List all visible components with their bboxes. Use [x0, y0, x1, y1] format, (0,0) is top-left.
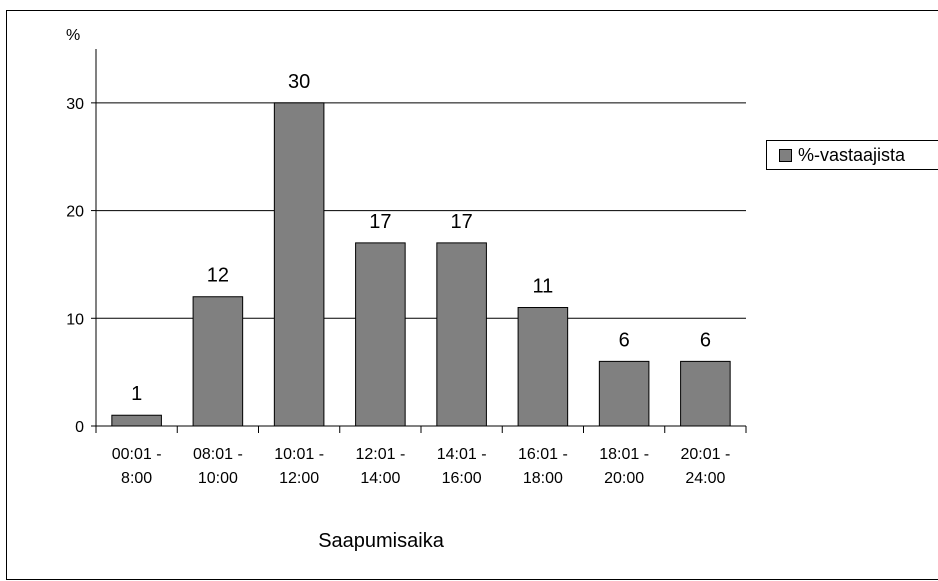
x-tick-label: 16:01 - — [518, 446, 568, 463]
bar — [517, 307, 569, 427]
bar — [680, 360, 731, 427]
bar — [192, 296, 244, 427]
bar — [111, 414, 162, 427]
bar — [598, 360, 650, 427]
x-tick-label: 18:01 - — [599, 446, 649, 463]
bar — [273, 102, 325, 427]
data-label: 11 — [532, 276, 553, 298]
axes — [91, 49, 747, 433]
x-tick-label: 14:00 — [360, 470, 400, 487]
data-labels: 1 12 30 17 17 11 6 6 — [131, 71, 711, 405]
y-tick-label: 10 — [66, 311, 84, 328]
data-label: 1 — [131, 383, 142, 405]
x-tick-label: 12:01 - — [355, 446, 405, 463]
x-tick-label: 20:01 - — [680, 446, 730, 463]
x-tick-labels: 00:01 - 8:00 08:01 - 10:00 10:01 - 12:00 12:01… — [112, 446, 731, 487]
data-label: 30 — [288, 71, 310, 93]
legend-label: %-vastaajista — [798, 144, 906, 165]
y-tick-label: 20 — [66, 204, 84, 221]
legend-swatch — [779, 148, 792, 162]
y-tick-label: 30 — [66, 96, 84, 113]
x-tick-label: 00:01 - — [112, 446, 162, 463]
x-tick-label: 20:00 — [604, 470, 644, 487]
chart-area — [6, 10, 938, 580]
x-tick-label: 8:00 — [121, 470, 152, 487]
data-label: 6 — [619, 329, 630, 351]
bar — [355, 242, 406, 427]
x-axis-title: Saapumisaika — [318, 530, 445, 552]
y-tick-labels: 0 10 20 30 — [66, 96, 84, 436]
bar — [436, 242, 487, 427]
y-tick-label: 0 — [75, 419, 84, 436]
data-label: 17 — [369, 211, 391, 233]
legend: %-vastaajista — [766, 140, 938, 170]
gridlines — [96, 102, 746, 319]
bars — [111, 102, 731, 427]
x-tick-label: 08:01 - — [193, 446, 243, 463]
data-label: 6 — [700, 329, 711, 351]
x-tick-label: 10:01 - — [274, 446, 324, 463]
data-label: 12 — [207, 265, 229, 287]
x-tick-label: 16:00 — [442, 470, 482, 487]
y-axis-unit-label: % — [66, 27, 80, 44]
x-tick-label: 12:00 — [279, 470, 319, 487]
x-tick-label: 18:00 — [523, 470, 563, 487]
x-tick-label: 24:00 — [685, 470, 725, 487]
data-label: 17 — [451, 211, 473, 233]
x-tick-label: 14:01 - — [437, 446, 487, 463]
x-tick-label: 10:00 — [198, 470, 238, 487]
